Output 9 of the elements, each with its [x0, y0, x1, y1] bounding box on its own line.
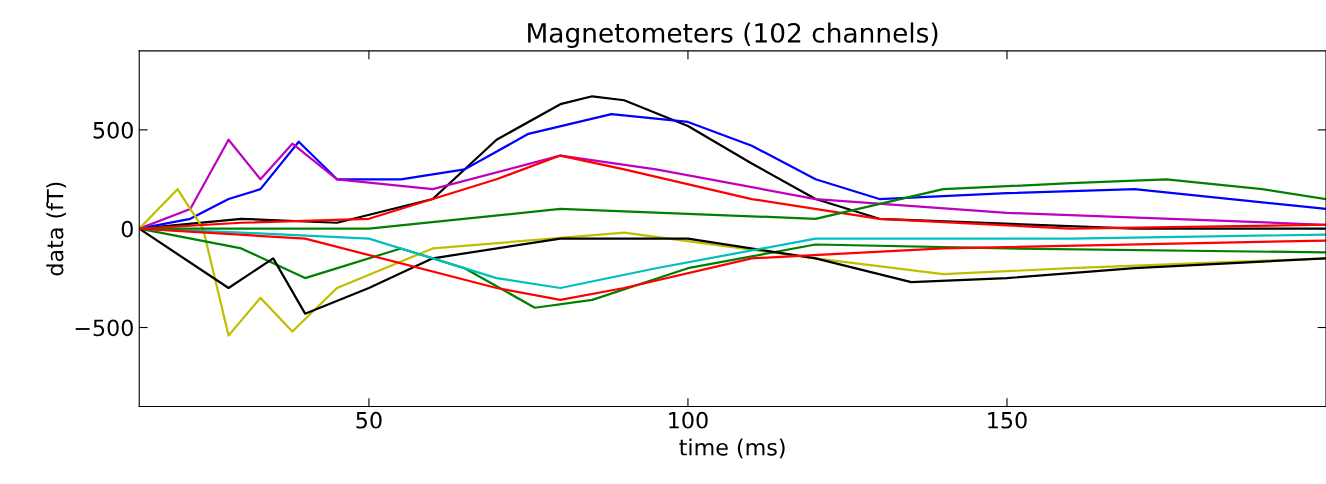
y-tick-label: −500: [75, 319, 133, 337]
x-tick-label: 150: [988, 411, 1027, 429]
x-axis-title: time (ms): [679, 438, 785, 459]
chart-title: Magnetometers (102 channels): [528, 22, 938, 48]
x-tick-label: 50: [356, 411, 382, 429]
y-tick-label: 500: [93, 121, 133, 139]
y-tick-label: 0: [121, 220, 133, 238]
x-tick-label: 100: [669, 411, 708, 429]
y-axis-title: data (fT): [46, 182, 67, 276]
